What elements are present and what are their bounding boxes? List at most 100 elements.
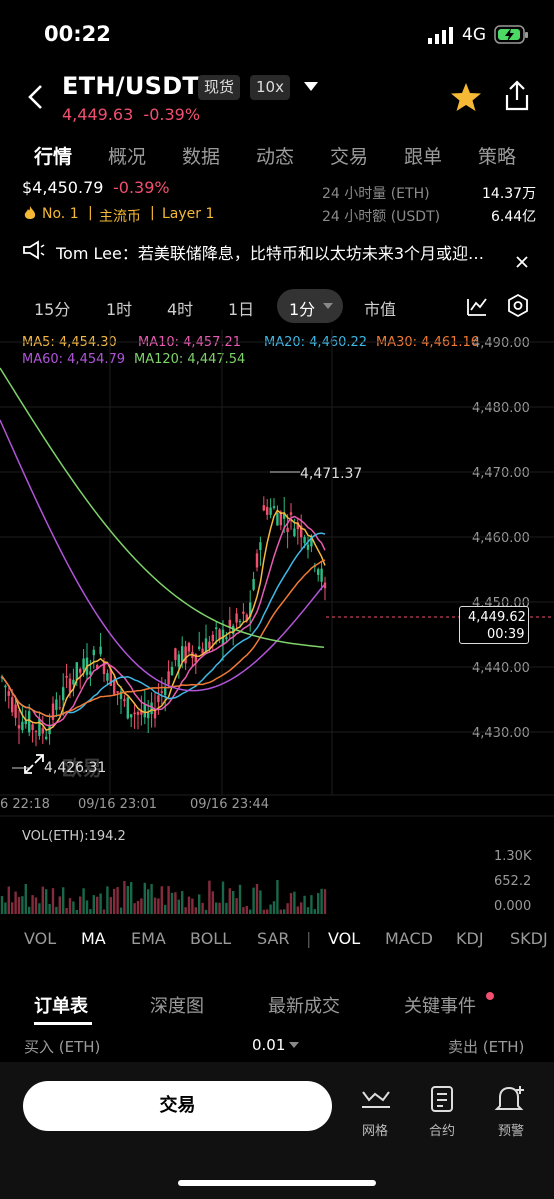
star-icon[interactable]: [450, 82, 482, 112]
countdown: 00:39: [487, 627, 525, 642]
bottom-bar: 交易 网格 合约 预警: [0, 1062, 554, 1199]
ind-macd[interactable]: MACD: [385, 929, 433, 948]
alert-label[interactable]: 预警: [497, 1124, 524, 1139]
bell-plus-icon[interactable]: [490, 1084, 530, 1114]
candle-body: [45, 736, 48, 739]
volume-bar: [89, 909, 92, 914]
tab-trades[interactable]: 最新成交: [268, 996, 340, 1017]
ind-vol-sub[interactable]: VOL: [328, 929, 361, 948]
interval-4h[interactable]: 4时: [167, 300, 194, 319]
interval-1h[interactable]: 1时: [106, 300, 133, 319]
volume-bar: [133, 903, 136, 914]
ind-boll[interactable]: BOLL: [190, 929, 232, 948]
candle-body: [62, 687, 65, 701]
precision-select[interactable]: 0.01: [252, 1036, 286, 1054]
y-tick: 4,470.00: [472, 466, 530, 481]
close-icon[interactable]: [516, 256, 528, 268]
candle-body: [228, 619, 231, 628]
ind-ma[interactable]: MA: [81, 929, 106, 948]
volume-bar: [310, 895, 313, 914]
candle-body: [119, 691, 123, 699]
network-type: 4G: [462, 25, 486, 45]
indicator-icon[interactable]: [466, 295, 488, 317]
volume-bar: [269, 904, 272, 914]
ind-sar[interactable]: SAR: [257, 929, 290, 948]
candle-body: [34, 731, 38, 733]
layer-tag[interactable]: Layer 1: [162, 206, 215, 222]
volume-bar: [184, 907, 187, 914]
expand-icon[interactable]: [23, 753, 45, 775]
chevron-left-icon[interactable]: [26, 84, 46, 110]
tab-trade[interactable]: 交易: [330, 146, 369, 168]
grid-icon[interactable]: [356, 1084, 396, 1114]
volume-bar: [99, 893, 102, 914]
candle-body: [72, 679, 75, 685]
category-tag[interactable]: 主流币: [99, 209, 141, 225]
ind-ema[interactable]: EMA: [131, 929, 166, 948]
volume-bar: [208, 880, 211, 914]
candle-body: [167, 671, 170, 685]
ind-vol-main[interactable]: VOL: [24, 929, 57, 948]
candle-body: [153, 708, 157, 719]
ind-kdj[interactable]: KDJ: [456, 929, 484, 948]
candle-body: [201, 648, 204, 654]
interval-1d[interactable]: 1日: [228, 300, 255, 319]
battery-icon: [494, 25, 528, 44]
candle-body: [170, 666, 174, 676]
tab-orderbook[interactable]: 订单表: [34, 996, 88, 1017]
volume-bar: [140, 898, 143, 914]
volume-bar: [136, 900, 140, 914]
grid-label[interactable]: 网格: [361, 1124, 388, 1139]
settings-icon[interactable]: [506, 293, 530, 319]
tab-market[interactable]: 行情: [34, 146, 73, 168]
volume-bar: [313, 909, 316, 914]
leverage-tag[interactable]: 10x: [250, 75, 290, 100]
volume-bar: [143, 882, 146, 914]
x-tick: 09/16 23:44: [190, 797, 270, 812]
interval-active[interactable]: 1分: [277, 289, 343, 323]
volume-bar: [0, 896, 4, 914]
tab-events[interactable]: 关键事件: [404, 996, 476, 1017]
volume-bar: [92, 895, 95, 914]
volume-bar: [68, 898, 72, 914]
tab-strategy[interactable]: 策略: [478, 146, 517, 168]
tab-feed[interactable]: 动态: [256, 146, 295, 168]
interval-15m[interactable]: 15分: [34, 300, 71, 319]
contract-icon[interactable]: [422, 1084, 462, 1114]
vol-y-tick: 1.30K: [494, 849, 532, 864]
candle-body: [143, 704, 146, 718]
volume-bar: [147, 889, 150, 914]
candle-body: [65, 675, 68, 678]
volume-bar: [181, 891, 184, 914]
candle-body: [130, 714, 133, 718]
news-ticker[interactable]: Tom Lee：若美联储降息，比特币和以太坊未来3个月或迎…: [0, 236, 554, 270]
volume-bar: [198, 894, 201, 914]
candle-body: [279, 511, 282, 526]
interval-marketcap[interactable]: 市值: [364, 300, 397, 319]
candle-body: [266, 506, 269, 515]
candle-body: [92, 649, 95, 656]
news-text[interactable]: Tom Lee：若美联储降息，比特币和以太坊未来3个月或迎…: [56, 244, 485, 263]
volume-bar: [113, 888, 116, 914]
share-icon[interactable]: [504, 80, 530, 112]
caret-down-icon[interactable]: [304, 82, 318, 92]
tab-copy[interactable]: 跟单: [404, 146, 443, 168]
candle-body: [14, 704, 17, 718]
volume-bar: [317, 893, 320, 914]
candle-body: [306, 544, 310, 550]
volume-bar: [211, 891, 214, 914]
volume-bar: [109, 897, 112, 914]
candle-body: [211, 634, 214, 642]
candle-body: [235, 613, 238, 623]
candlestick-chart[interactable]: [0, 0, 554, 920]
tab-depth[interactable]: 深度图: [150, 996, 204, 1017]
volume-bar: [252, 887, 255, 914]
ind-skdj[interactable]: SKDJ: [510, 929, 548, 948]
volume-bar: [82, 888, 85, 914]
caret-down-icon[interactable]: [289, 1042, 299, 1049]
trade-button[interactable]: 交易: [23, 1081, 332, 1131]
contract-label[interactable]: 合约: [428, 1124, 455, 1139]
pair-title[interactable]: ETH/USDT: [62, 72, 200, 100]
tab-data[interactable]: 数据: [182, 146, 221, 168]
tab-overview[interactable]: 概况: [108, 146, 147, 168]
